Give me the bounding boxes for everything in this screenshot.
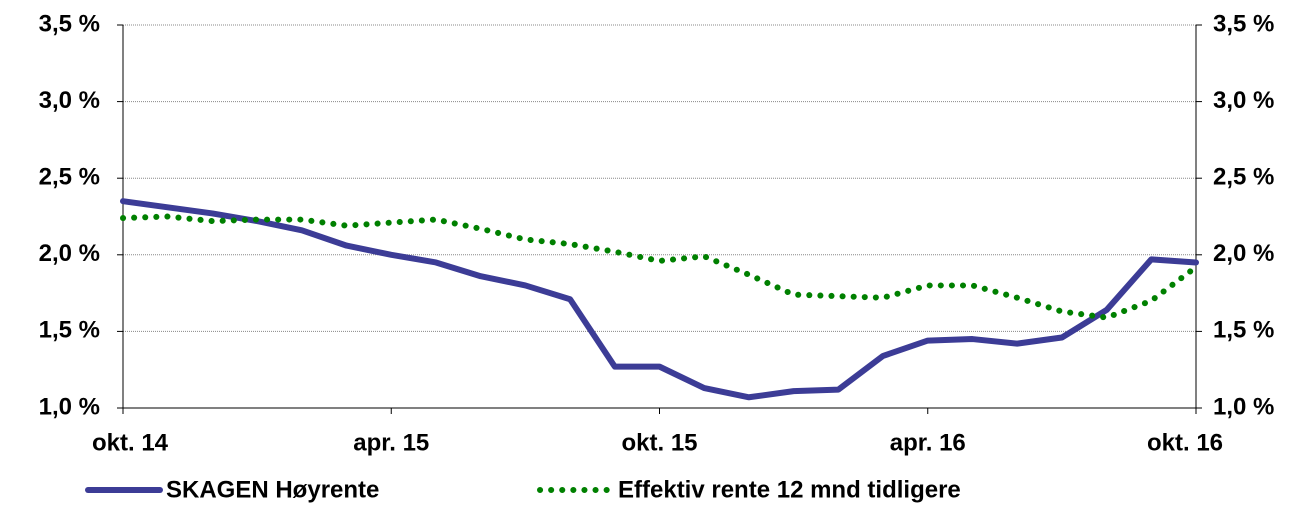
y2-tick-label: 1,5 % [1213,317,1274,344]
series-line [120,213,1199,321]
x-tick-label: okt. 15 [621,429,697,456]
x-tick-label: apr. 16 [890,429,966,456]
y-tick-label: 1,0 % [39,393,100,420]
x-tick-label: apr. 15 [353,429,429,456]
y2-tick-label: 1,0 % [1213,393,1274,420]
y2-tick-label: 3,0 % [1213,87,1274,114]
legend-label: SKAGEN Høyrente [166,476,379,503]
x-tick-label: okt. 14 [92,429,169,456]
legend-label: Effektiv rente 12 mnd tidligere [618,476,961,503]
y-tick-label: 3,0 % [39,87,100,114]
y2-tick-label: 2,5 % [1213,164,1274,191]
y2-tick-label: 3,5 % [1213,10,1274,37]
y-tick-label: 2,5 % [39,164,100,191]
y-tick-label: 1,5 % [39,317,100,344]
y-tick-label: 3,5 % [39,10,100,37]
y2-tick-label: 2,0 % [1213,240,1274,267]
x-tick-label: okt. 16 [1147,429,1223,456]
series-line [120,198,1199,401]
y-tick-label: 2,0 % [39,240,100,267]
